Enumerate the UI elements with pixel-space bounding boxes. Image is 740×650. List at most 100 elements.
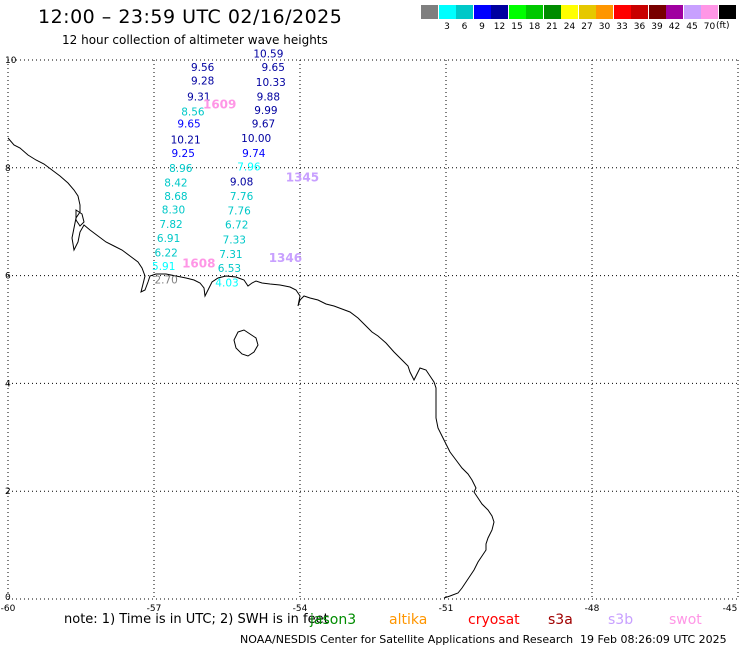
footer-note: note: 1) Time is in UTC; 2) SWH is in fe… bbox=[64, 612, 329, 627]
legend-swatch bbox=[561, 5, 578, 19]
legend-swatch bbox=[578, 5, 596, 19]
wave-height-value: 9.08 bbox=[230, 177, 253, 189]
x-tick-label: -51 bbox=[439, 604, 454, 614]
wave-height-value: 7.33 bbox=[223, 234, 246, 246]
legend-swatch bbox=[718, 5, 736, 19]
wave-height-value: 9.99 bbox=[254, 105, 277, 117]
pass-time-label: 1608 bbox=[182, 257, 215, 271]
legend-label: 33 bbox=[616, 22, 628, 32]
wave-height-value: 9.65 bbox=[177, 118, 200, 130]
wave-height-value: 2.70 bbox=[154, 275, 177, 287]
wave-height-value: 6.53 bbox=[218, 263, 241, 275]
legend-cell: 39 bbox=[648, 5, 666, 32]
wave-height-value: 8.30 bbox=[162, 205, 185, 217]
river-inlet-shape bbox=[75, 209, 85, 227]
wave-height-value: 7.76 bbox=[230, 191, 254, 203]
wave-height-value: 8.42 bbox=[164, 178, 187, 190]
legend-cell: 18 bbox=[526, 5, 543, 32]
legend-label: 3 bbox=[444, 22, 450, 32]
satellite-label: s3a bbox=[548, 612, 573, 628]
legend-cell: 3 bbox=[438, 5, 456, 32]
legend-cell: 9 bbox=[473, 5, 491, 32]
legend-swatch bbox=[491, 5, 508, 19]
legend-swatch bbox=[666, 5, 683, 19]
legend-label: 70 bbox=[703, 22, 716, 32]
legend-label: 6 bbox=[461, 22, 468, 32]
pass-time-label: 1609 bbox=[203, 98, 236, 112]
credit-text: NOAA/NESDIS Center for Satellite Applica… bbox=[240, 633, 574, 646]
legend-label: 24 bbox=[563, 22, 576, 32]
wave-height-value: 9.28 bbox=[191, 75, 214, 87]
wave-height-value: 9.74 bbox=[242, 148, 266, 160]
island-shape bbox=[233, 329, 259, 357]
legend-swatch bbox=[543, 5, 561, 19]
wave-height-value: 10.33 bbox=[256, 77, 286, 89]
legend-cell: 6 bbox=[456, 5, 473, 32]
legend-label: 21 bbox=[546, 22, 558, 32]
wave-height-value: 6.72 bbox=[225, 220, 248, 232]
legend-swatch bbox=[473, 5, 491, 19]
legend-unit: (ft) bbox=[716, 21, 730, 31]
legend-cell: 24 bbox=[561, 5, 578, 32]
legend-swatch bbox=[596, 5, 613, 19]
coastline-path bbox=[7, 137, 495, 599]
wave-height-value: 10.59 bbox=[253, 48, 283, 60]
y-tick-label: 10 bbox=[5, 56, 17, 66]
legend-cell: 12 bbox=[491, 5, 508, 32]
y-tick-label: 0 bbox=[5, 593, 11, 603]
wave-height-value: 7.76 bbox=[227, 206, 251, 218]
wave-height-value: 7.82 bbox=[159, 219, 182, 231]
legend-swatch bbox=[648, 5, 666, 19]
generated-timestamp: 19 Feb 08:26:09 UTC 2025 bbox=[580, 633, 727, 646]
satellite-label: altika bbox=[389, 612, 428, 628]
legend-cell: 70 bbox=[701, 5, 718, 32]
legend-label: 15 bbox=[511, 22, 523, 32]
legend-swatch bbox=[683, 5, 701, 19]
legend-cell: 42 bbox=[666, 5, 683, 32]
legend-cell: 27 bbox=[578, 5, 596, 32]
legend-swatch bbox=[456, 5, 473, 19]
legend-cell: 30 bbox=[596, 5, 613, 32]
legend-cell: 33 bbox=[613, 5, 631, 32]
wave-height-value: 8.68 bbox=[164, 191, 187, 203]
legend-cell: 36 bbox=[631, 5, 648, 32]
legend-label: 39 bbox=[651, 22, 663, 32]
map-title: 12:00 – 23:59 UTC 02/16/2025 bbox=[38, 6, 343, 28]
color-legend: 3 6 9 12 15 18 21 24 27 30 33 36 39 42 45 70 bbox=[421, 5, 736, 32]
wave-height-value: 6.91 bbox=[157, 233, 180, 245]
wave-height-value: 9.88 bbox=[257, 91, 280, 103]
wave-height-value: 10.00 bbox=[241, 133, 271, 145]
legend-cell: 21 bbox=[543, 5, 561, 32]
legend-label: 12 bbox=[493, 22, 506, 32]
legend-label: 9 bbox=[479, 22, 485, 32]
legend-swatch bbox=[508, 5, 526, 19]
wave-height-value: 9.65 bbox=[262, 62, 285, 74]
wave-height-value: 9.67 bbox=[252, 118, 275, 130]
x-tick-label: -54 bbox=[293, 604, 308, 614]
y-tick-label: 2 bbox=[5, 487, 11, 497]
wave-height-value: 4.03 bbox=[215, 277, 238, 289]
satellite-label: jason3 bbox=[310, 612, 357, 628]
wave-height-value: 9.56 bbox=[191, 62, 215, 74]
legend-cell bbox=[718, 5, 736, 32]
legend-cell: 45 bbox=[683, 5, 701, 32]
satellite-label: cryosat bbox=[468, 612, 520, 628]
wave-height-value: 7.96 bbox=[237, 161, 261, 173]
legend-swatch bbox=[631, 5, 648, 19]
legend-label: 36 bbox=[633, 22, 646, 32]
x-tick-label: -57 bbox=[147, 604, 162, 614]
legend-swatch bbox=[613, 5, 631, 19]
wave-height-value: 7.31 bbox=[219, 249, 242, 261]
y-tick-label: 8 bbox=[5, 164, 11, 174]
x-tick-label: -45 bbox=[723, 604, 738, 614]
y-tick-label: 4 bbox=[5, 379, 11, 389]
legend-swatch bbox=[438, 5, 456, 19]
legend-label: 42 bbox=[668, 22, 681, 32]
x-tick-label: -48 bbox=[585, 604, 600, 614]
wave-height-value: 8.96 bbox=[169, 163, 193, 175]
legend-label: 30 bbox=[598, 22, 611, 32]
y-tick-label: 6 bbox=[5, 272, 11, 282]
satellite-label: s3b bbox=[608, 612, 634, 628]
legend-swatch bbox=[701, 5, 718, 19]
